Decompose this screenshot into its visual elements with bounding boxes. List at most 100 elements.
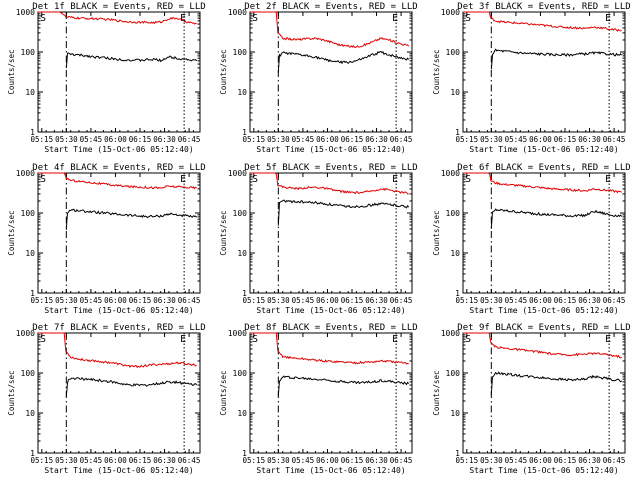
panel-title: Det 9f BLACK = Events, RED = LLD xyxy=(457,323,630,333)
x-tick-label: 05:15 xyxy=(243,135,266,144)
x-axis-label: Start Time (15-Oct-06 05:12:40) xyxy=(256,466,405,475)
y-tick-label: 1000 xyxy=(16,169,35,178)
y-tick-label: 10 xyxy=(237,249,247,258)
y-tick-label: 100 xyxy=(233,369,248,378)
x-tick-label: 06:30 xyxy=(153,296,176,305)
y-tick-label: 1 xyxy=(30,289,35,298)
x-tick-label: 05:30 xyxy=(267,296,290,305)
plot-frame xyxy=(249,172,413,294)
x-axis-label: Start Time (15-Oct-06 05:12:40) xyxy=(44,466,193,475)
panel-title: Det 7f BLACK = Events, RED = LLD xyxy=(32,323,205,333)
y-tick-label: 100 xyxy=(21,209,36,218)
x-tick-label: 05:15 xyxy=(31,456,54,465)
y-axis-label: Counts/sec xyxy=(432,210,441,255)
y-tick-label: 1000 xyxy=(441,169,460,178)
x-tick-label: 06:30 xyxy=(365,135,388,144)
end-marker-label: E xyxy=(392,334,398,345)
y-tick-label: 1 xyxy=(455,289,460,298)
x-tick-label: 06:15 xyxy=(341,135,364,144)
x-tick-label: 06:15 xyxy=(554,296,577,305)
y-tick-label: 10 xyxy=(450,88,460,97)
start-marker-label: S xyxy=(40,334,46,345)
y-tick-label: 10 xyxy=(450,249,460,258)
series-line-lld xyxy=(38,332,197,369)
y-tick-label: 10 xyxy=(237,88,247,97)
x-axis-label: Start Time (15-Oct-06 05:12:40) xyxy=(469,466,618,475)
series-line-lld xyxy=(463,11,622,32)
end-marker-label: E xyxy=(605,174,611,185)
start-marker-label: S xyxy=(252,174,258,185)
x-tick-label: 06:00 xyxy=(104,456,127,465)
start-marker-label: S xyxy=(252,334,258,345)
detector-panel-5: Det 5f BLACK = Events, RED = LLD 1 10 100 10… xyxy=(219,163,418,315)
x-tick-label: 06:00 xyxy=(316,135,339,144)
x-tick-label: 06:00 xyxy=(529,135,552,144)
start-marker-label: S xyxy=(40,174,46,185)
series-line-events xyxy=(490,48,623,70)
x-tick-label: 05:30 xyxy=(480,456,503,465)
y-axis-label: Counts/sec xyxy=(7,370,16,415)
x-tick-label: 06:00 xyxy=(529,296,552,305)
series-line-events xyxy=(65,208,198,230)
detector-panel-2: Det 2f BLACK = Events, RED = LLD 1 10 100 10… xyxy=(219,2,418,154)
series-line-events xyxy=(65,52,198,69)
x-tick-label: 05:15 xyxy=(456,456,479,465)
series-line-lld xyxy=(250,172,409,195)
x-tick-label: 06:45 xyxy=(390,135,413,144)
x-tick-label: 06:45 xyxy=(178,135,201,144)
x-tick-label: 05:45 xyxy=(292,456,315,465)
x-tick-label: 06:00 xyxy=(316,456,339,465)
x-tick-label: 06:30 xyxy=(153,456,176,465)
x-tick-label: 06:15 xyxy=(129,456,152,465)
x-tick-label: 06:45 xyxy=(178,296,201,305)
y-tick-label: 1000 xyxy=(228,169,247,178)
y-tick-label: 100 xyxy=(233,48,248,57)
x-tick-label: 05:15 xyxy=(243,456,266,465)
end-marker-label: E xyxy=(605,334,611,345)
x-tick-label: 05:45 xyxy=(292,296,315,305)
y-axis-label: Counts/sec xyxy=(432,370,441,415)
x-tick-label: 06:45 xyxy=(178,456,201,465)
panel-title: Det 2f BLACK = Events, RED = LLD xyxy=(244,2,417,12)
x-tick-label: 06:30 xyxy=(578,135,601,144)
x-tick-label: 06:45 xyxy=(390,296,413,305)
x-tick-label: 06:00 xyxy=(104,296,127,305)
y-axis-label: Counts/sec xyxy=(7,49,16,94)
x-tick-label: 05:15 xyxy=(243,296,266,305)
series-line-events xyxy=(277,199,410,226)
detector-panel-9: Det 9f BLACK = Events, RED = LLD 1 10 100 10… xyxy=(432,323,631,475)
x-tick-label: 05:15 xyxy=(31,296,54,305)
series-line-lld xyxy=(38,172,197,190)
plot-frame xyxy=(249,11,413,133)
x-tick-label: 05:45 xyxy=(505,456,528,465)
y-tick-label: 1000 xyxy=(16,329,35,338)
y-tick-label: 100 xyxy=(21,48,36,57)
y-tick-label: 100 xyxy=(446,369,461,378)
y-tick-label: 100 xyxy=(446,48,461,57)
x-tick-label: 05:30 xyxy=(267,135,290,144)
y-tick-label: 1000 xyxy=(441,329,460,338)
y-tick-label: 1 xyxy=(30,449,35,458)
y-axis-label: Counts/sec xyxy=(7,210,16,255)
x-tick-label: 05:30 xyxy=(55,456,78,465)
x-tick-label: 05:30 xyxy=(55,135,78,144)
x-tick-label: 06:30 xyxy=(578,456,601,465)
y-tick-label: 1 xyxy=(242,449,247,458)
y-tick-label: 1 xyxy=(455,128,460,137)
y-tick-label: 100 xyxy=(21,369,36,378)
plot-frame xyxy=(462,172,626,294)
x-tick-label: 06:30 xyxy=(365,456,388,465)
y-tick-label: 10 xyxy=(450,409,460,418)
y-axis-label: Counts/sec xyxy=(219,49,228,94)
panel-title: Det 6f BLACK = Events, RED = LLD xyxy=(457,163,630,173)
x-tick-label: 05:30 xyxy=(267,456,290,465)
y-tick-label: 10 xyxy=(25,88,35,97)
x-tick-label: 05:45 xyxy=(80,135,103,144)
panel-title: Det 8f BLACK = Events, RED = LLD xyxy=(244,323,417,333)
y-tick-label: 1000 xyxy=(228,329,247,338)
x-tick-label: 05:15 xyxy=(456,296,479,305)
plot-frame xyxy=(37,11,201,133)
end-marker-label: E xyxy=(392,13,398,24)
x-tick-label: 06:30 xyxy=(153,135,176,144)
panel-title: Det 5f BLACK = Events, RED = LLD xyxy=(244,163,417,173)
